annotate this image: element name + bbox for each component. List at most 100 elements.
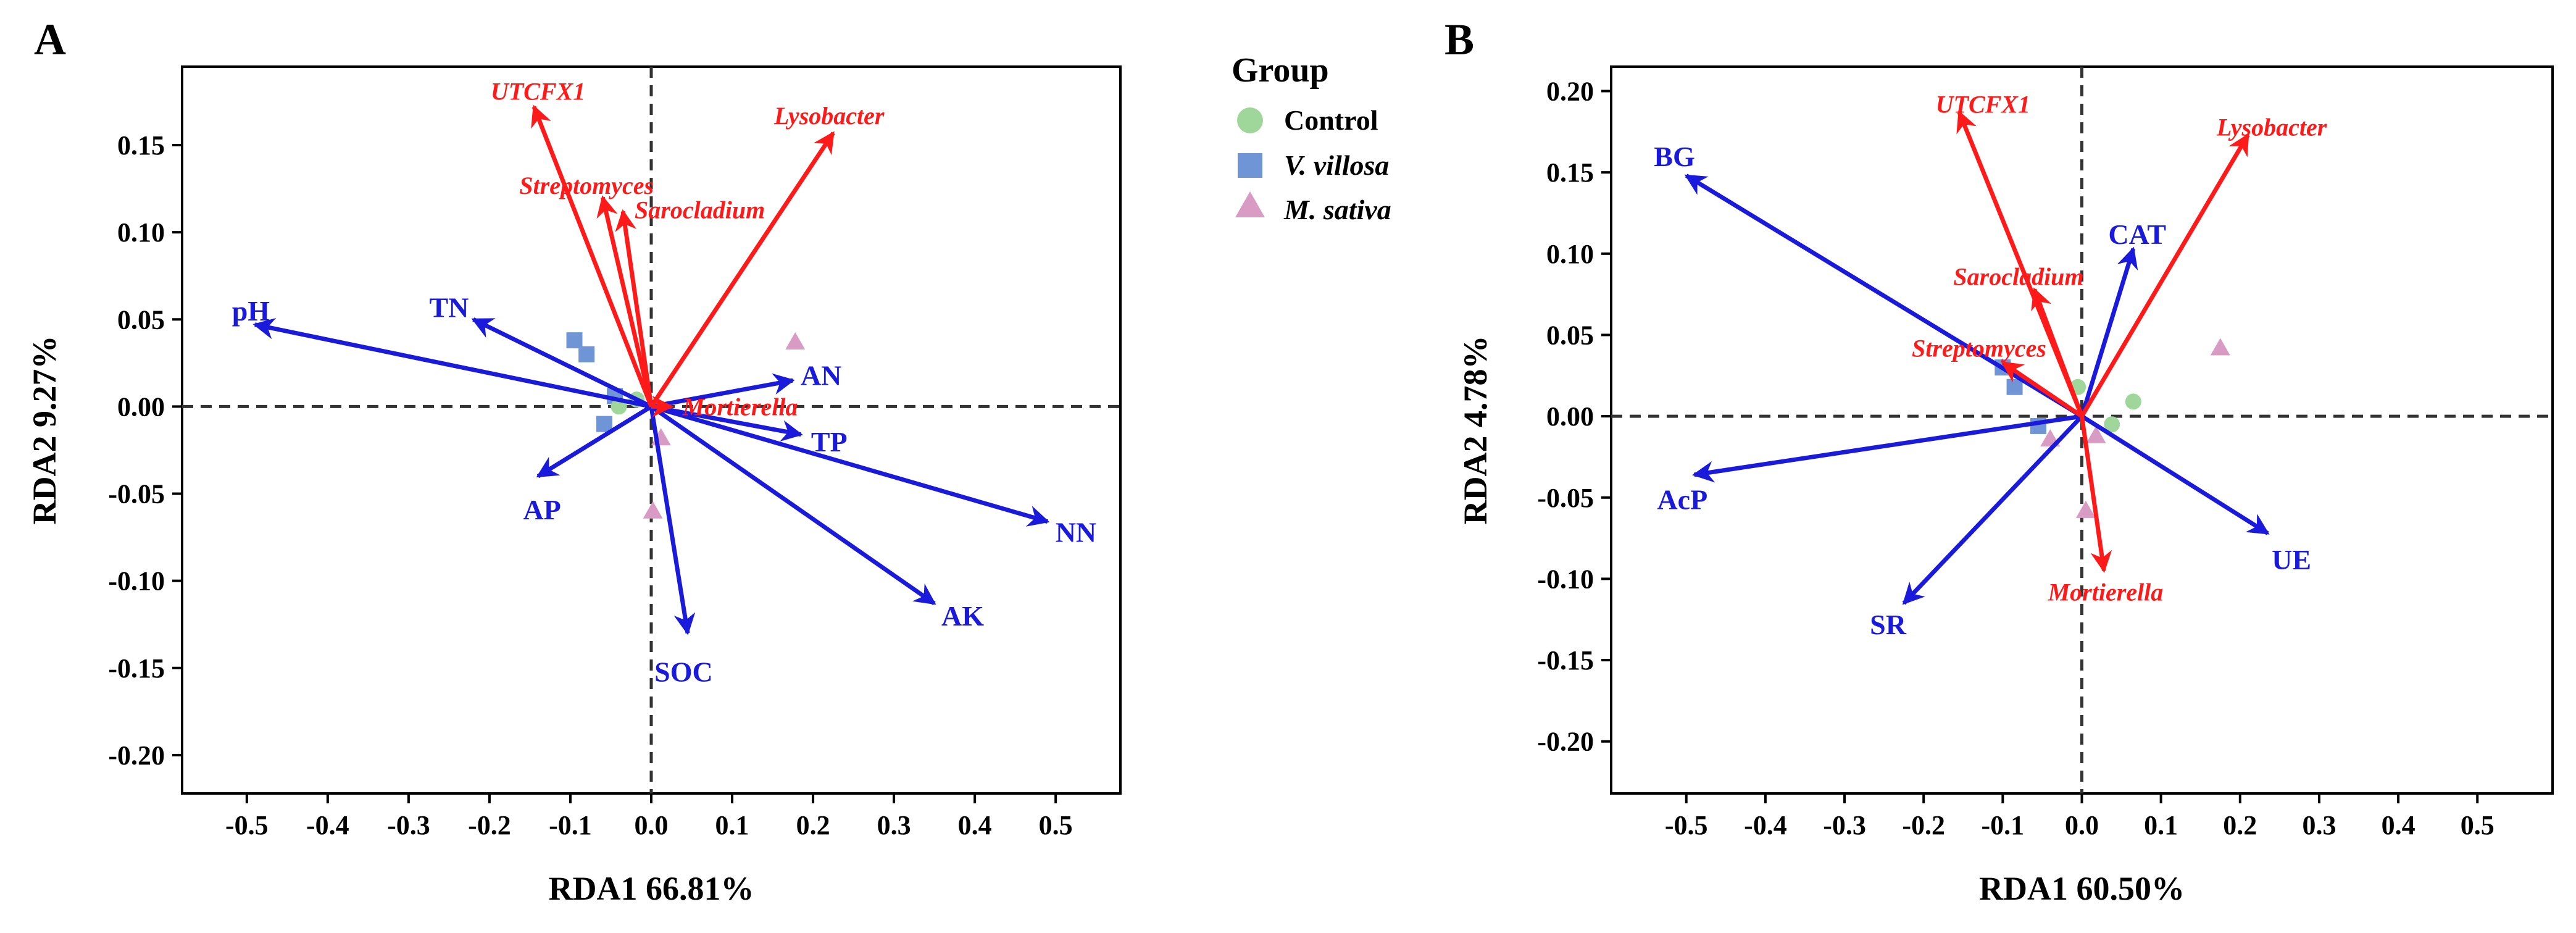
taxa-arrow (2001, 361, 2083, 419)
taxa-arrow (2080, 133, 2250, 417)
taxa-arrow (649, 131, 835, 408)
env-arrow (650, 404, 936, 606)
taxa-arrow-label: Sarocladium (635, 196, 765, 224)
env-arrow (471, 317, 652, 409)
taxa-arrow-label: Streptomyces (519, 172, 654, 199)
group-legend: Group Control V. villosa M. sativa (1232, 51, 1391, 225)
x-tick-label: -0.5 (1665, 810, 1708, 840)
y-tick-label: -0.20 (108, 740, 165, 771)
y-tick-label: -0.20 (1537, 727, 1594, 757)
x-tick-label: 0.0 (635, 810, 669, 840)
x-tick-label: 0.3 (2302, 810, 2336, 840)
env-arrow (536, 404, 652, 479)
sample-point (596, 416, 612, 432)
legend-control-marker (1237, 107, 1263, 133)
taxa-arrow-label: Mortierella (682, 393, 798, 420)
taxa-arrow-label: Lysobacter (2216, 113, 2327, 141)
sample-point (2210, 338, 2230, 356)
taxa-arrow-label: Streptomyces (1912, 335, 2046, 362)
y-tick-label: 0.05 (1546, 320, 1594, 350)
sample-point (578, 346, 595, 362)
env-arrow-label: SOC (654, 656, 713, 687)
y-tick-label: -0.10 (1537, 564, 1594, 594)
x-tick-label: -0.2 (1902, 810, 1945, 840)
sample-point (566, 332, 583, 349)
x-tick-label: -0.3 (387, 810, 430, 840)
x-tick-label: -0.5 (225, 810, 269, 840)
sample-point (2086, 425, 2106, 443)
legend-title: Group (1232, 51, 1329, 90)
env-arrow (651, 404, 1050, 527)
env-arrow-label: AK (941, 600, 984, 632)
env-arrow (2080, 414, 2270, 535)
y-tick-label: -0.05 (1537, 483, 1594, 513)
x-tick-label: 0.2 (2223, 810, 2257, 840)
panel-label: B (1444, 15, 1474, 64)
env-arrow (1902, 414, 2084, 605)
legend-sativa-label: M. sativa (1283, 194, 1391, 225)
x-tick-label: 0.0 (2065, 810, 2099, 840)
env-arrow (1684, 174, 2083, 419)
env-arrow (649, 406, 696, 635)
legend-control-label: Control (1284, 104, 1378, 136)
x-tick-label: -0.2 (468, 810, 511, 840)
y-axis-title: RDA2 4.78% (1457, 336, 1494, 525)
x-tick-label: 0.1 (2144, 810, 2178, 840)
sample-point (2104, 416, 2120, 433)
x-axis-title: RDA1 60.50% (1979, 870, 2185, 907)
env-arrow-label: TP (811, 426, 848, 458)
taxa-arrow-label: Lysobacter (773, 102, 885, 130)
env-arrow-label: CAT (2108, 219, 2166, 250)
env-arrow (651, 404, 803, 441)
sample-point (785, 332, 806, 349)
y-tick-label: 0.15 (1546, 157, 1594, 188)
y-tick-label: 0.05 (117, 304, 165, 335)
taxa-arrow (531, 104, 654, 408)
x-axis-title: RDA1 66.81% (549, 870, 754, 907)
x-tick-label: 0.3 (877, 810, 911, 840)
x-tick-label: -0.1 (1982, 810, 2025, 840)
x-tick-label: 0.2 (796, 810, 830, 840)
env-arrow-label: BG (1654, 141, 1694, 172)
env-arrow (1692, 414, 2083, 483)
env-arrow (252, 317, 652, 409)
env-arrow-label: AcP (1657, 483, 1707, 515)
y-tick-label: 0.00 (1546, 401, 1594, 432)
x-tick-label: 0.4 (2382, 810, 2416, 840)
env-arrow (2080, 246, 2138, 417)
taxa-arrow (2031, 287, 2084, 417)
y-tick-label: 0.10 (1546, 239, 1594, 269)
y-tick-label: 0.00 (117, 391, 165, 422)
taxa-arrow-label: UTCFX1 (1936, 91, 2030, 119)
x-tick-label: -0.4 (306, 810, 349, 840)
x-tick-label: 0.1 (715, 810, 749, 840)
taxa-arrow-label: Mortierella (2048, 578, 2164, 606)
y-tick-label: -0.10 (108, 566, 165, 596)
panel-b-chart: B -0.5 -0.4 -0.3 -0.2 -0.1 0.0 0.1 0.2 0.3 0.4 0.5 0… (1444, 15, 2554, 907)
sample-point (2075, 500, 2096, 518)
legend-villosa-marker (1238, 153, 1262, 178)
taxa-arrow-label: Sarocladium (1953, 263, 2083, 291)
y-tick-label: -0.15 (108, 653, 165, 684)
env-arrow-label: AN (801, 360, 841, 391)
y-tick-label: -0.05 (108, 479, 165, 509)
x-tick-label: -0.4 (1744, 810, 1787, 840)
env-arrow-label: SR (1870, 609, 1907, 640)
taxa-arrow (596, 195, 654, 408)
sample-point (2125, 393, 2141, 410)
x-tick-label: 0.5 (2461, 810, 2495, 840)
y-tick-label: 0.15 (117, 130, 165, 161)
env-arrow-label: AP (523, 494, 561, 525)
panel-label: A (34, 15, 66, 64)
y-tick-label: 0.20 (1546, 76, 1594, 106)
y-tick-label: -0.15 (1537, 645, 1594, 676)
panel-a-chart: A -0.5 -0.4 -0.3 -0.2 -0.1 0.0 0.1 0.2 0.3 0.4 0.5 0… (26, 15, 1122, 907)
legend-sativa-marker (1235, 191, 1265, 217)
env-arrow-label: TN (429, 292, 469, 324)
x-tick-label: 0.5 (1039, 810, 1073, 840)
x-tick-label: 0.4 (958, 810, 992, 840)
taxa-arrow (2080, 416, 2112, 573)
sample-point (2006, 379, 2023, 395)
y-tick-label: 0.10 (117, 217, 165, 248)
